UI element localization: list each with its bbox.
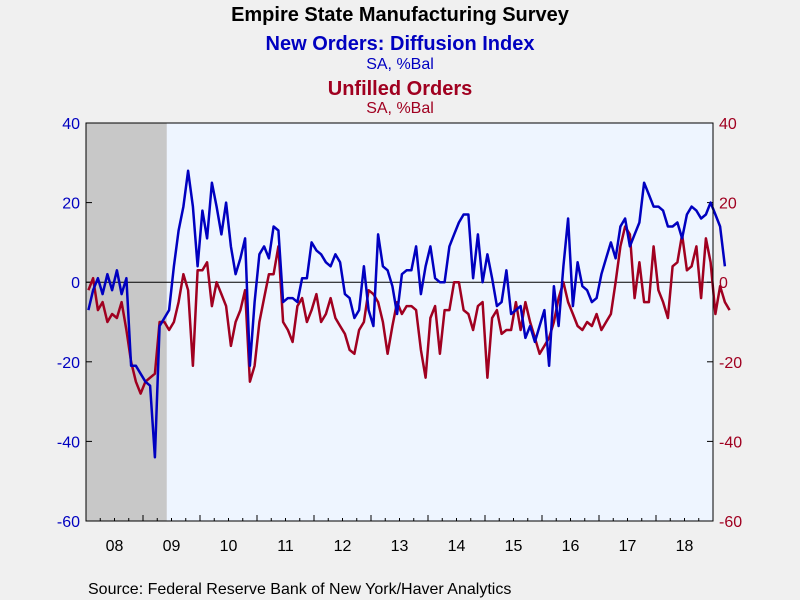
- series-line-new-orders: [87, 169, 727, 459]
- x-tick-label: 08: [106, 538, 124, 555]
- y-tick-label-right: 40: [719, 116, 737, 133]
- y-tick-label-right: 0: [719, 275, 728, 292]
- x-tick-label: 12: [334, 538, 352, 555]
- x-tick-label: 13: [391, 538, 409, 555]
- series-unit-unfilled-orders: SA, %Bal: [366, 100, 434, 117]
- y-tick-label-right: -60: [719, 514, 742, 531]
- x-tick-label: 14: [448, 538, 466, 555]
- x-axis: 08 09 10 11 12 13 14 15 16 17 18: [99, 515, 700, 555]
- x-tick-label: 09: [163, 538, 181, 555]
- x-tick-label: 11: [277, 538, 294, 555]
- series-title-unfilled-orders: Unfilled Orders: [328, 78, 472, 100]
- series-title-new-orders: New Orders: Diffusion Index: [266, 33, 535, 55]
- series-unit-new-orders: SA, %Bal: [366, 56, 434, 73]
- left-axis: -60 -40 -20 0 20 40: [57, 116, 92, 531]
- plot-frame: [85, 122, 714, 522]
- x-tick-label: 17: [619, 538, 637, 555]
- source-note: Source: Federal Reserve Bank of New York…: [88, 581, 511, 598]
- y-tick-label-left: 20: [62, 196, 80, 213]
- plot-area: [86, 123, 713, 521]
- y-tick-label-left: 40: [62, 116, 80, 133]
- y-tick-label-right: 20: [719, 196, 737, 213]
- y-tick-label-left: -40: [57, 434, 80, 451]
- recession-shading: [86, 123, 167, 521]
- y-tick-label-right: -40: [719, 434, 742, 451]
- y-tick-label-left: -20: [57, 355, 80, 372]
- y-tick-label-left: 0: [71, 275, 80, 292]
- x-tick-label: 10: [220, 538, 238, 555]
- x-tick-label: 16: [562, 538, 580, 555]
- x-tick-label: 18: [676, 538, 694, 555]
- x-tick-label: 15: [505, 538, 523, 555]
- y-tick-label-right: -20: [719, 355, 742, 372]
- series-line-unfilled-orders: [87, 225, 731, 395]
- right-axis: -60 -40 -20 0 20 40: [707, 116, 742, 531]
- y-tick-label-left: -60: [57, 514, 80, 531]
- chart-title: Empire State Manufacturing Survey: [231, 4, 570, 26]
